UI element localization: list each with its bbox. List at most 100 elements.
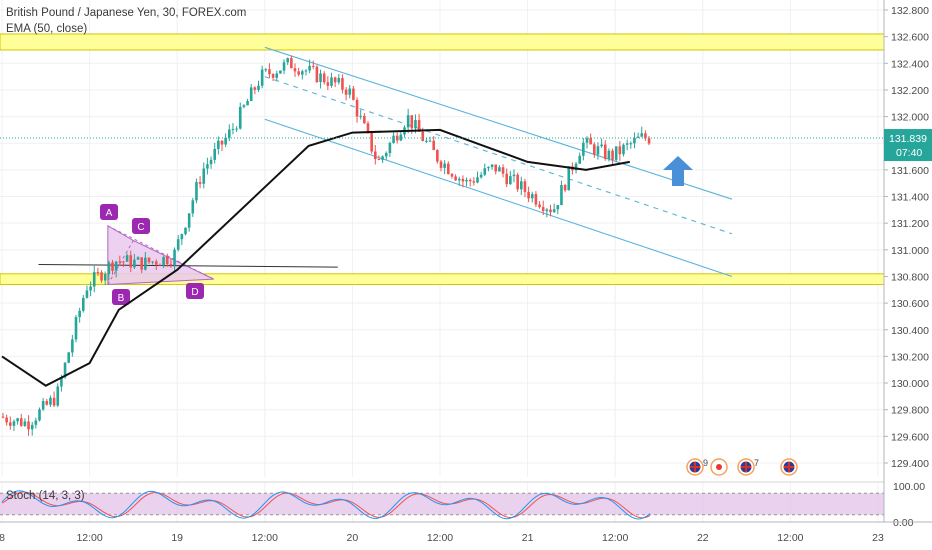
candle-body bbox=[111, 262, 114, 271]
candle-body bbox=[187, 213, 191, 228]
candle-body bbox=[381, 156, 384, 160]
horizontal-trendline bbox=[38, 263, 338, 268]
pattern-label-b-box bbox=[112, 289, 130, 305]
candle-body bbox=[505, 173, 508, 185]
candle-body bbox=[494, 164, 498, 172]
candle-body bbox=[158, 264, 162, 266]
candle-body bbox=[512, 174, 516, 177]
price-tick-label: 132.400 bbox=[891, 58, 929, 70]
candle-body bbox=[633, 137, 636, 144]
candle-body bbox=[180, 234, 184, 240]
candle-body bbox=[465, 179, 468, 182]
symbol-title[interactable]: British Pound / Japanese Yen, 30, FOREX.… bbox=[6, 7, 247, 19]
candle-body bbox=[169, 264, 173, 266]
candle-body bbox=[538, 204, 541, 208]
price-tick-label: 131.200 bbox=[891, 218, 929, 230]
candle-body bbox=[103, 274, 107, 281]
candle-body bbox=[450, 174, 454, 177]
candle-body bbox=[38, 409, 41, 421]
candle-body bbox=[498, 167, 501, 172]
candle-body bbox=[534, 194, 538, 205]
candle-body bbox=[582, 142, 585, 156]
candle-body bbox=[107, 262, 111, 275]
candle-body bbox=[414, 120, 417, 129]
time-tick-label: 19 bbox=[171, 532, 183, 544]
candle-body bbox=[12, 421, 16, 426]
candle-body bbox=[384, 153, 388, 157]
pattern-label-b: B bbox=[118, 293, 125, 304]
candle-body bbox=[209, 159, 213, 165]
candle-body bbox=[516, 174, 519, 190]
candle-body bbox=[184, 227, 187, 235]
candle-body bbox=[114, 261, 118, 271]
pattern-label-a: A bbox=[106, 208, 113, 219]
candle-body bbox=[399, 134, 403, 141]
price-tick-label: 132.600 bbox=[891, 32, 929, 44]
candle-body bbox=[337, 78, 341, 83]
candle-body bbox=[589, 138, 592, 145]
candle-body bbox=[428, 140, 432, 142]
candle-body bbox=[377, 159, 381, 161]
candle-body bbox=[235, 128, 238, 130]
stoch-tick-label: 100.00 bbox=[893, 481, 925, 493]
candle-body bbox=[45, 401, 49, 405]
candle-body bbox=[74, 317, 78, 340]
candle-body bbox=[487, 167, 490, 169]
candle-body bbox=[476, 177, 479, 183]
candle-body bbox=[567, 166, 571, 191]
candle-body bbox=[260, 69, 264, 86]
candle-body bbox=[319, 73, 322, 83]
candle-body bbox=[596, 146, 600, 155]
uk-flag-icon[interactable]: 7 bbox=[737, 458, 759, 476]
candle-body bbox=[523, 181, 527, 192]
uk-flag-icon[interactable] bbox=[780, 458, 798, 476]
candle-body bbox=[530, 194, 534, 199]
pattern-label-a-box bbox=[100, 204, 118, 220]
time-tick-label: 20 bbox=[347, 532, 359, 544]
candle-body bbox=[520, 181, 523, 190]
candle-body bbox=[155, 261, 158, 265]
candle-body bbox=[173, 249, 176, 265]
stoch-tick-label: 0.00 bbox=[893, 517, 914, 529]
candle-body bbox=[9, 422, 12, 426]
candle-body bbox=[560, 185, 563, 206]
stoch-k-line bbox=[1, 490, 651, 520]
candle-body bbox=[217, 140, 220, 149]
candle-body bbox=[228, 129, 231, 138]
candle-body bbox=[603, 144, 607, 159]
uk-flag-icon[interactable]: 9 bbox=[686, 458, 708, 476]
price-tick-label: 129.800 bbox=[891, 405, 929, 417]
ema-legend[interactable]: EMA (50, close) bbox=[6, 23, 88, 35]
candle-body bbox=[352, 88, 355, 100]
candle-body bbox=[246, 100, 249, 106]
ema-line bbox=[1, 128, 630, 387]
record-icon[interactable] bbox=[710, 458, 728, 476]
time-tick-label: 12:00 bbox=[252, 532, 278, 544]
candle-body bbox=[100, 272, 103, 281]
candle-body bbox=[457, 178, 461, 181]
price-tick-label: 129.400 bbox=[891, 458, 929, 470]
candle-body bbox=[213, 148, 216, 160]
channel-upper bbox=[264, 46, 733, 200]
ema-50-line bbox=[1, 128, 630, 387]
current-price-tag bbox=[884, 129, 932, 162]
candle-body bbox=[293, 68, 297, 72]
candle-body bbox=[125, 255, 129, 262]
candle-body bbox=[330, 77, 333, 86]
candle-body bbox=[395, 135, 399, 141]
candle-body bbox=[348, 88, 352, 95]
candle-body bbox=[461, 178, 465, 182]
candle-body bbox=[16, 418, 19, 422]
price-axis-bg bbox=[884, 0, 932, 550]
candle-body bbox=[636, 136, 640, 138]
candle-body bbox=[195, 182, 198, 201]
price-axis[interactable]: 132.800 132.600 132.400 132.200 132.000 131.8… bbox=[883, 0, 932, 550]
candle-body bbox=[202, 168, 206, 184]
time-axis[interactable]: 8 12:00 19 12:00 20 12:00 21 12:00 22 12:00 23 bbox=[0, 521, 932, 544]
candle-body bbox=[56, 386, 60, 406]
stoch-legend[interactable]: Stoch (14, 3, 3) bbox=[6, 490, 85, 502]
candle-body bbox=[454, 176, 457, 181]
candle-body bbox=[242, 105, 246, 107]
